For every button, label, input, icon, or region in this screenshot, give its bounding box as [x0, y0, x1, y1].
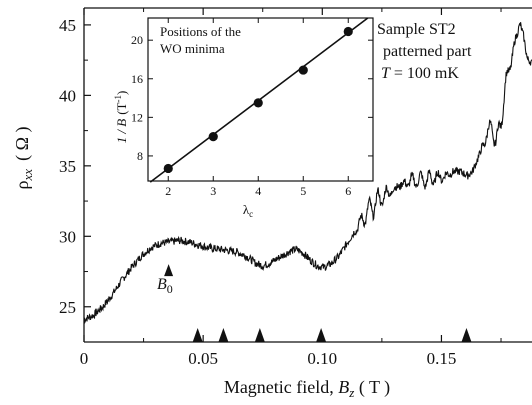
main-data-trace	[83, 22, 532, 325]
annotation-temp-value: = 100 mK	[390, 65, 459, 82]
inset-tick-labels: 2 3 4 5 6 8 12 16 20	[131, 33, 351, 198]
main-x-tick-label: 0	[80, 349, 89, 368]
wo-minimum-marker	[254, 328, 265, 342]
inset-data-point	[163, 163, 173, 174]
main-x-tick-label: 0.05	[188, 349, 218, 368]
inset-x-axis-label-sub: c	[249, 209, 253, 219]
main-markers	[164, 264, 472, 342]
inset-x-axis-label: λc	[243, 202, 253, 219]
inset-x-tick-label: 4	[255, 184, 261, 198]
inset-x-tick-label: 2	[165, 184, 171, 198]
main-y-axis-label-sub: xx	[20, 169, 35, 182]
inset-y-tick-label: 12	[131, 110, 143, 124]
annotation-temperature: T = 100 mK	[381, 65, 459, 82]
inset-title-line-1: WO minima	[160, 41, 225, 56]
main-plot-frame	[83, 7, 532, 343]
inset-y-axis-label-sup: -1	[113, 95, 123, 103]
main-x-axis-label-unit: ( T )	[354, 377, 390, 398]
inset-x-axis-label-var: λ	[243, 202, 250, 217]
main-x-tick-label: 0.10	[307, 349, 337, 368]
main-y-axis-label-var: ρ	[12, 180, 32, 189]
main-y-tick-label: 35	[59, 157, 76, 176]
main-x-axis-label-sub: z	[348, 385, 354, 400]
main-y-tick-label: 30	[59, 227, 76, 246]
inset-x-tick-label: 5	[300, 184, 306, 198]
main-y-tick-label: 25	[59, 298, 76, 317]
inset-y-tick-label: 20	[131, 33, 143, 47]
inset-points	[163, 26, 353, 174]
main-y-axis-label: ρxx ( Ω )	[12, 127, 35, 190]
annotation-temp-var: T	[381, 65, 391, 82]
inset-axis-ticks	[148, 18, 373, 181]
inset-frame	[147, 17, 374, 182]
b0-marker	[164, 264, 174, 277]
wo-minimum-marker	[461, 328, 472, 342]
inset-y-axis-label-unit: (T	[114, 102, 129, 114]
annotation-line-0: Sample ST2	[377, 21, 456, 38]
inset-y-axis-label-var: 1 / B	[114, 119, 129, 144]
main-x-axis-label: Magnetic field, Bz ( T )	[224, 377, 390, 400]
inset-border	[147, 17, 374, 182]
main-y-axis-label-unit: ( Ω )	[12, 127, 33, 161]
main-x-axis-label-var: B	[338, 377, 349, 397]
b0-label: B0	[157, 276, 173, 296]
main-x-axis-label-prefix: Magnetic field,	[224, 377, 338, 397]
main-series	[83, 22, 532, 325]
wo-minimum-marker	[218, 328, 229, 342]
inset-title-line-0: Positions of the	[160, 24, 241, 39]
main-y-tick-label: 45	[59, 16, 76, 35]
inset-x-tick-label: 3	[210, 184, 216, 198]
wo-minimum-marker	[316, 328, 327, 342]
b0-label-var: B	[157, 276, 167, 293]
inset-y-tick-label: 16	[131, 72, 143, 86]
b0-label-sub: 0	[167, 282, 173, 296]
inset-x-tick-label: 6	[345, 184, 351, 198]
inset-data-point	[253, 98, 263, 108]
main-y-tick-label: 40	[59, 86, 76, 105]
wo-minimum-marker	[192, 328, 203, 342]
main-x-tick-label: 0.15	[427, 349, 457, 368]
inset-y-axis-label: 1 / B (T-1)	[113, 91, 129, 144]
inset-data-point	[208, 132, 218, 142]
inset-data-point	[298, 65, 308, 75]
annotation-line-1: patterned part	[383, 43, 472, 60]
inset-data-point	[343, 26, 353, 37]
inset-y-tick-label: 8	[137, 149, 143, 163]
inset-y-axis-label-close: )	[114, 91, 129, 95]
